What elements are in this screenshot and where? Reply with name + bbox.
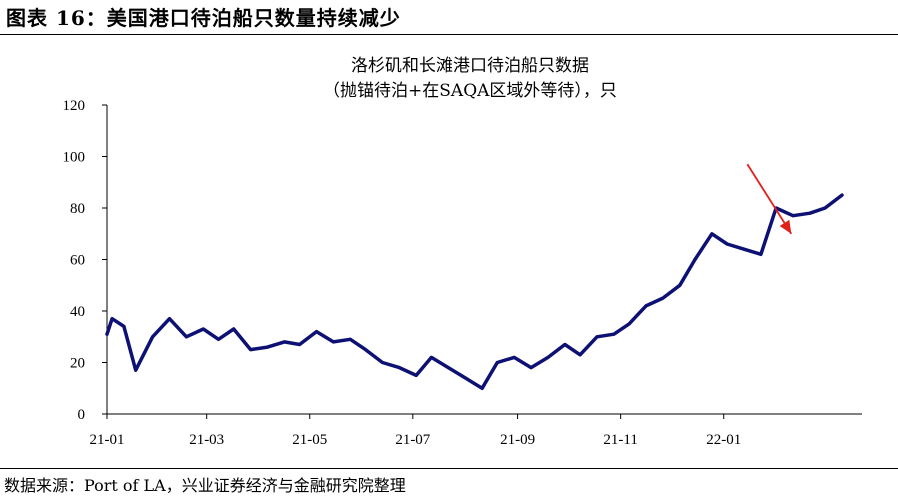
data-point xyxy=(759,253,763,256)
data-point xyxy=(315,330,318,333)
data-point xyxy=(529,366,533,369)
y-tick-label: 20 xyxy=(70,356,85,372)
x-tick-label: 21-01 xyxy=(90,432,125,448)
data-point xyxy=(661,296,665,300)
data-point xyxy=(693,258,697,261)
data-point xyxy=(546,356,550,359)
figure-title: 图表 16：美国港口待泊船只数量持续减少 xyxy=(6,6,401,30)
data-point xyxy=(578,353,582,356)
data-point xyxy=(168,317,171,320)
data-point xyxy=(644,304,648,308)
data-point xyxy=(134,369,137,372)
data-point xyxy=(381,361,384,364)
data-point xyxy=(725,242,729,246)
data-point xyxy=(496,361,499,364)
y-tick-label: 40 xyxy=(70,304,85,320)
data-point xyxy=(447,366,450,369)
data-point xyxy=(232,327,235,331)
source-note: 数据来源：Port of LA，兴业证券经济与金融研究院整理 xyxy=(4,476,406,495)
data-point xyxy=(464,376,467,380)
data-point xyxy=(110,317,114,320)
data-point xyxy=(349,338,352,341)
trend-arrow-shaft xyxy=(746,163,793,235)
data-point xyxy=(612,332,616,336)
x-tick-label: 22-01 xyxy=(706,432,741,448)
data-point xyxy=(364,348,367,351)
series-line xyxy=(105,193,844,391)
x-tick-label: 21-09 xyxy=(500,432,535,448)
y-tick-label: 60 xyxy=(70,253,85,269)
data-point xyxy=(710,232,714,235)
x-tick-label: 21-03 xyxy=(189,432,224,448)
data-point xyxy=(283,340,286,344)
data-point xyxy=(217,338,220,341)
data-point xyxy=(202,327,205,331)
data-point xyxy=(332,340,335,344)
data-point xyxy=(415,374,418,377)
y-tick-label: 120 xyxy=(63,98,86,114)
chart-title: 洛杉矶和长滩港口待泊船只数据 xyxy=(351,56,589,76)
data-point xyxy=(185,335,188,338)
data-point xyxy=(298,343,301,346)
data-point xyxy=(595,335,599,338)
data-point xyxy=(398,366,401,369)
data-point xyxy=(480,387,484,390)
x-tick-label: 21-11 xyxy=(603,432,637,448)
data-point xyxy=(791,214,795,217)
x-tick-label: 21-07 xyxy=(395,432,430,448)
chart-subtitle: （抛锚待泊+在SAQA区域外等待），只 xyxy=(323,81,617,101)
data-point xyxy=(823,206,827,210)
y-tick-label: 0 xyxy=(78,407,86,423)
bottom-divider xyxy=(0,468,898,469)
data-point xyxy=(151,335,154,338)
trend-arrow-head xyxy=(779,219,792,234)
data-point xyxy=(742,248,746,251)
data-point xyxy=(513,356,516,359)
data-point xyxy=(266,345,269,349)
y-tick-label: 80 xyxy=(70,201,85,217)
data-point xyxy=(249,348,252,351)
data-point xyxy=(122,325,126,328)
data-point xyxy=(430,356,433,359)
top-divider xyxy=(0,34,898,35)
data-point xyxy=(627,322,631,326)
y-tick-label: 100 xyxy=(63,150,86,166)
data-point xyxy=(678,284,681,287)
data-point xyxy=(563,343,567,346)
x-tick-label: 21-05 xyxy=(292,432,327,448)
data-point xyxy=(105,332,109,336)
data-point xyxy=(840,193,844,197)
data-point xyxy=(808,211,812,215)
